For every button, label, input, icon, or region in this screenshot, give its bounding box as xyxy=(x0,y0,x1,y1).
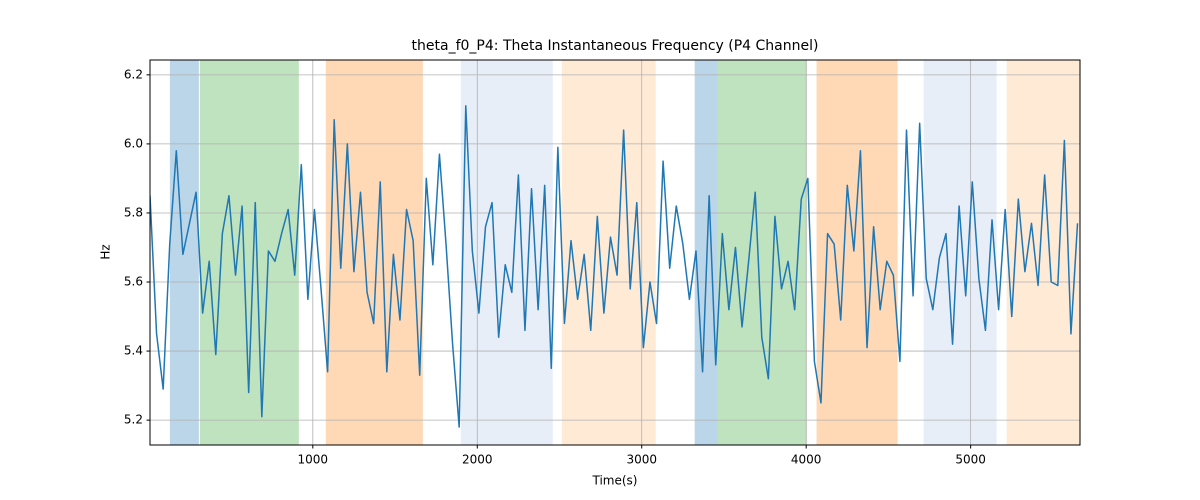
x-tick-label: 3000 xyxy=(626,453,657,467)
shaded-span xyxy=(717,60,807,445)
chart-title: theta_f0_P4: Theta Instantaneous Frequen… xyxy=(412,38,819,54)
shaded-span xyxy=(460,60,553,445)
y-tick-label: 6.0 xyxy=(124,136,143,150)
x-tick-label: 2000 xyxy=(462,453,493,467)
y-tick-label: 5.8 xyxy=(124,205,143,219)
plot-area xyxy=(150,105,1079,428)
spans xyxy=(169,60,1080,445)
shaded-span xyxy=(169,60,199,445)
data-line xyxy=(150,105,1079,428)
ticks: 1000 2000 3000 4000 5000 5.2 5.4 5.6 5.8 6.0 6.2 xyxy=(124,67,986,466)
axes-frame xyxy=(149,59,1081,446)
x-axis-label: Time(s) xyxy=(592,474,638,488)
y-axis-label: Hz xyxy=(99,244,113,259)
y-tick-label: 5.4 xyxy=(124,344,143,358)
y-tick-label: 6.2 xyxy=(124,67,143,81)
shaded-span xyxy=(923,60,997,445)
shaded-span xyxy=(816,60,898,445)
y-tick-label: 5.6 xyxy=(124,275,143,289)
shaded-span xyxy=(694,60,718,445)
x-tick-label: 1000 xyxy=(298,453,329,467)
x-tick-label: 5000 xyxy=(955,453,986,467)
grid xyxy=(150,60,1080,445)
x-tick-label: 4000 xyxy=(791,453,822,467)
y-tick-label: 5.2 xyxy=(124,413,143,427)
